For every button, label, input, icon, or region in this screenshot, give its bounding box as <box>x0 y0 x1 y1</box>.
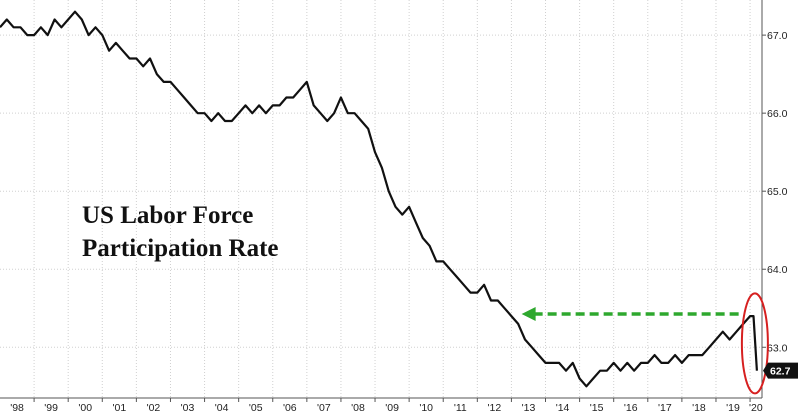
y-tick-label: 67.0 <box>767 30 788 42</box>
arrow-head <box>521 307 536 322</box>
y-tick-label: 65.0 <box>767 186 788 198</box>
y-tick-label: 64.0 <box>767 264 788 276</box>
x-tick-label: '05 <box>249 402 263 414</box>
last-value-badge-shape <box>763 362 798 379</box>
x-tick-label: '10 <box>419 402 433 414</box>
x-tick-label: '17 <box>658 402 672 414</box>
x-tick-label: '01 <box>112 402 126 414</box>
y-tick-label: 63.0 <box>767 342 788 354</box>
x-tick-label: '14 <box>556 402 570 414</box>
chart-title-line-2: Participation Rate <box>82 235 278 262</box>
x-tick-label: '18 <box>692 402 706 414</box>
x-tick-label: '03 <box>181 402 195 414</box>
x-tick-label: '20 <box>749 402 763 414</box>
highlight-circle <box>740 292 769 395</box>
x-tick-label: '19 <box>726 402 740 414</box>
x-tick-label: '00 <box>78 402 92 414</box>
x-tick-label: '98 <box>10 402 24 414</box>
x-tick-label: '11 <box>454 402 467 414</box>
x-tick-label: '02 <box>147 402 161 414</box>
x-axis-ticks: '98 '99 '00 '01 '02 '03 '04 '05 '06 '07 '08 '09 '10 '… <box>10 398 763 414</box>
x-tick-label: '99 <box>44 402 58 414</box>
last-value-label: 62.7 <box>770 366 791 378</box>
y-axis-ticks: 63.0 64.0 65.0 66.0 67.0 <box>762 30 788 354</box>
last-value-badge: 62.7 <box>763 362 798 379</box>
x-tick-label: '13 <box>522 402 536 414</box>
chart-title-line-1: US Labor Force <box>82 202 253 229</box>
series-line <box>0 10 758 388</box>
x-tick-label: '09 <box>385 402 399 414</box>
x-tick-label: '08 <box>351 402 365 414</box>
recovery-arrow <box>521 307 744 322</box>
x-tick-label: '07 <box>317 402 331 414</box>
x-tick-label: '16 <box>624 402 638 414</box>
x-tick-label: '06 <box>283 402 297 414</box>
x-tick-label: '12 <box>488 402 502 414</box>
y-tick-label: 66.0 <box>767 108 788 120</box>
x-tick-label: '15 <box>590 402 604 414</box>
x-tick-label: '04 <box>215 402 229 414</box>
grid-layer <box>0 0 762 398</box>
